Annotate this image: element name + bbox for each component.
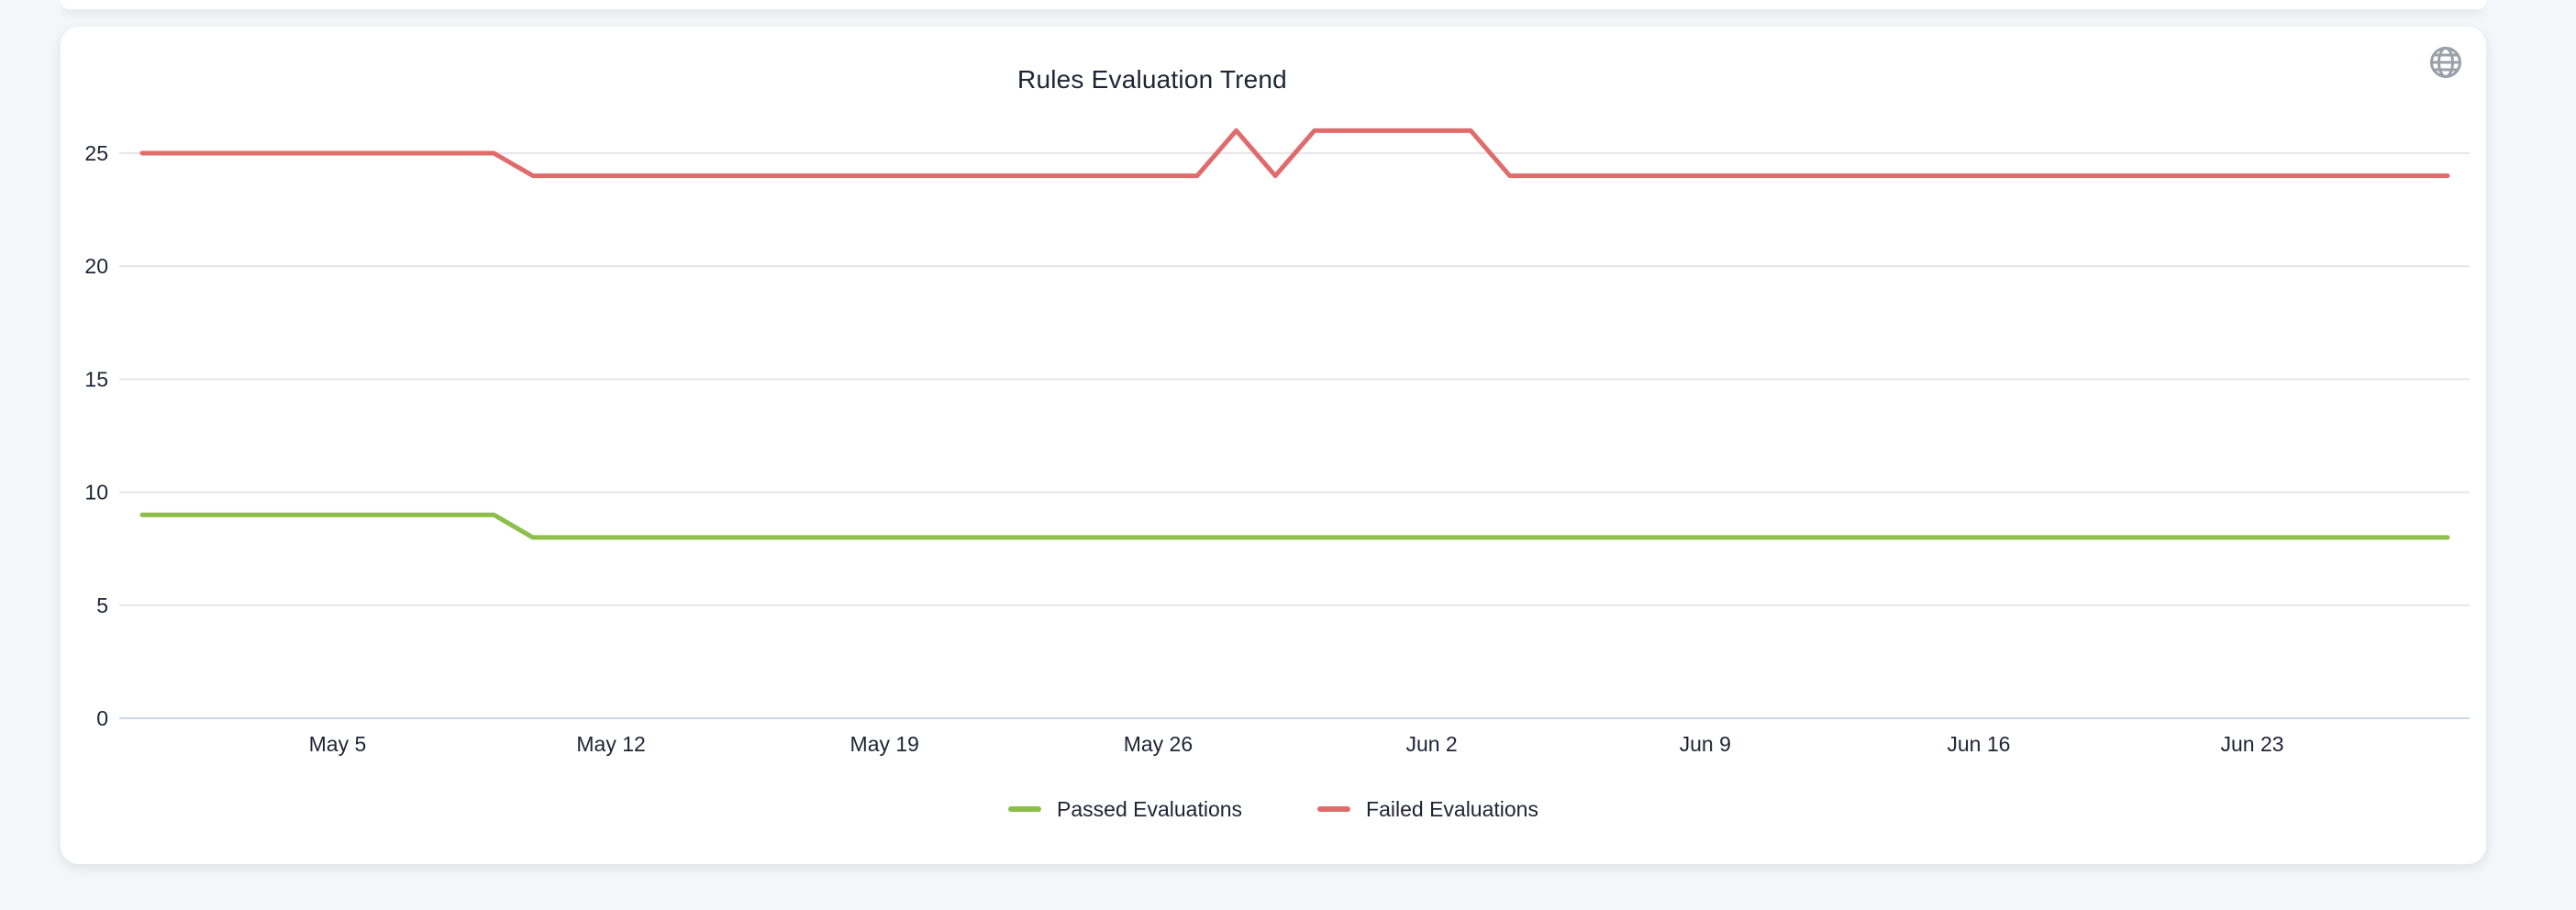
y-tick-label: 10 (84, 481, 108, 505)
x-tick-label: May 26 (1124, 732, 1193, 756)
chart-title: Rules Evaluation Trend (1017, 65, 1287, 94)
x-tick-label: Jun 9 (1680, 732, 1731, 756)
x-tick-label: Jun 2 (1405, 732, 1457, 756)
failed-series-swatch (1317, 806, 1351, 812)
x-tick-label: May 5 (309, 732, 367, 756)
x-tick-label: May 19 (850, 732, 919, 756)
chart-legend: Passed Evaluations Failed Evaluations (61, 793, 2486, 825)
adjacent-card-partial (61, 0, 2486, 9)
y-tick-label: 0 (96, 706, 108, 730)
rules-evaluation-trend-chart[interactable]: 0 5 10 15 20 25 May 5 May 12 May 19 May 26 Jun 2 Ju… (61, 27, 2486, 864)
y-tick-label: 5 (96, 594, 108, 617)
x-tick-label: Jun 23 (2221, 732, 2284, 756)
x-tick-label: May 12 (576, 732, 645, 756)
globe-icon[interactable] (2428, 45, 2463, 80)
x-tick-label: Jun 16 (1947, 732, 2010, 756)
legend-label-passed: Passed Evaluations (1057, 796, 1243, 821)
y-tick-label: 15 (84, 367, 108, 391)
legend-item-passed: Passed Evaluations (1008, 797, 1242, 822)
y-tick-label: 25 (84, 141, 108, 165)
series-line-passed-evaluations (139, 512, 2450, 540)
series-line-failed-evaluations (139, 128, 2450, 179)
y-tick-label: 20 (84, 254, 108, 278)
legend-item-failed: Failed Evaluations (1317, 797, 1538, 822)
rules-evaluation-trend-card: Rules Evaluation Trend 0 5 10 15 20 25 May 5 Ma… (61, 27, 2486, 864)
passed-series-swatch (1008, 806, 1042, 812)
legend-label-failed: Failed Evaluations (1366, 796, 1538, 821)
